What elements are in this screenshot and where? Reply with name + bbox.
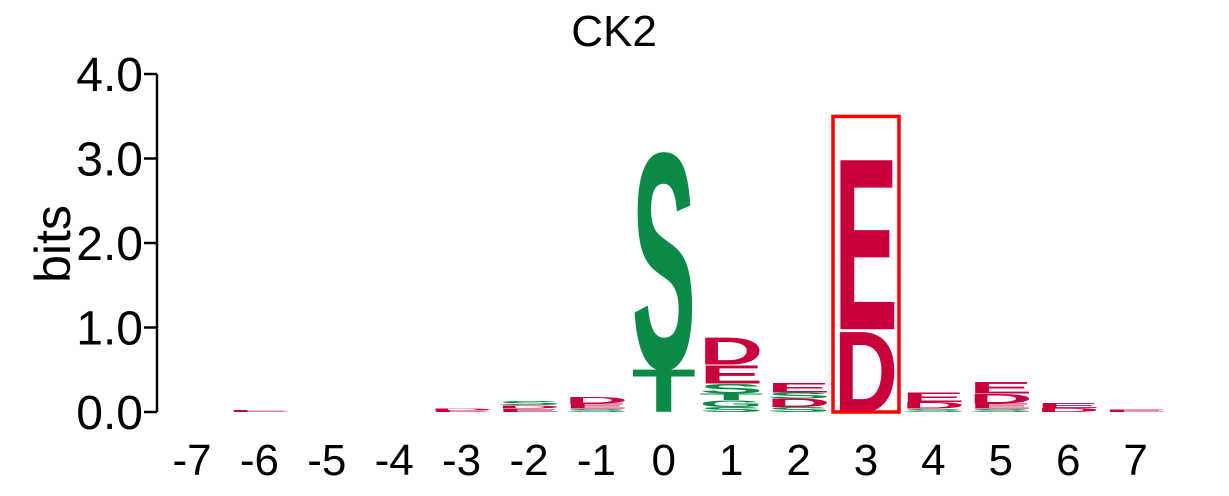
logo-letter-E: E — [834, 108, 898, 382]
logo-letter-E: E — [1104, 409, 1168, 413]
y-tick-label: 3.0 — [76, 134, 143, 187]
logo-letter-E: E — [969, 379, 1033, 397]
logo-letter-D: D — [901, 400, 965, 410]
logo-letter-D: D — [699, 329, 763, 373]
logo-letter-E: E — [901, 389, 965, 405]
x-tick-label: 7 — [1123, 436, 1147, 485]
x-tick-label: -7 — [172, 436, 211, 485]
x-tick-label: 5 — [989, 436, 1013, 485]
logo-letter-S: S — [767, 406, 831, 414]
logo-letter-E: E — [699, 360, 763, 389]
x-tick-label: 0 — [652, 436, 676, 485]
logo-letter-E: E — [969, 402, 1033, 410]
y-axis-label: bits — [25, 205, 81, 283]
logo-letter-S: S — [497, 400, 561, 407]
x-tick-label: -3 — [442, 436, 481, 485]
logo-letter-D: D — [430, 408, 494, 411]
logo-letter-D: D — [834, 308, 898, 437]
logo-letter-D: D — [767, 396, 831, 409]
x-tick-label: 6 — [1056, 436, 1080, 485]
logo-letter-S: S — [632, 88, 696, 434]
y-tick-label: 4.0 — [76, 49, 143, 102]
x-tick-label: -2 — [509, 436, 548, 485]
chart-title: CK2 — [571, 7, 657, 56]
logo-letter-E: E — [497, 408, 561, 413]
logo-letter-G: G — [699, 399, 763, 409]
logo-letter-E: E — [767, 380, 831, 396]
highlight-box — [831, 114, 901, 414]
logo-letter-S: S — [767, 391, 831, 400]
logo-letter-T: T — [699, 392, 763, 403]
logo-letter-S: S — [969, 408, 1033, 413]
logo-letter-E: E — [564, 402, 628, 410]
logo-letter-S: S — [699, 381, 763, 397]
x-tick-label: -4 — [375, 436, 414, 485]
y-tick-label: 1.0 — [76, 303, 143, 356]
x-tick-label: 4 — [921, 436, 945, 485]
logo-letter-E: E — [430, 410, 494, 413]
x-axis: -7 -6 -5 -4 -3 -2 -1 0 1 2 3 4 5 6 7 — [172, 436, 1147, 485]
logo-letter-S: S — [699, 406, 763, 414]
x-tick-label: 3 — [854, 436, 878, 485]
logo-letter-D: D — [564, 395, 628, 405]
x-tick-label: -6 — [240, 436, 279, 485]
logo-letter-D: D — [1036, 407, 1100, 414]
y-axis: 0.0 1.0 2.0 3.0 4.0 — [76, 49, 159, 440]
logo-letter-E: E — [227, 410, 291, 413]
x-tick-label: 1 — [719, 436, 743, 485]
logo-letter-S: S — [564, 408, 628, 413]
x-tick-label: -1 — [577, 436, 616, 485]
y-tick-label: 2.0 — [76, 218, 143, 271]
logo-letter-D: D — [497, 404, 561, 409]
logo-letter-T: T — [632, 357, 696, 426]
x-tick-label: 2 — [786, 436, 810, 485]
logo-letter-D: D — [969, 391, 1033, 407]
y-tick-label: 0.0 — [76, 387, 143, 440]
logo-letter-E: E — [1036, 401, 1100, 409]
logo-letter-S: S — [901, 408, 965, 413]
x-tick-label: -5 — [307, 436, 346, 485]
